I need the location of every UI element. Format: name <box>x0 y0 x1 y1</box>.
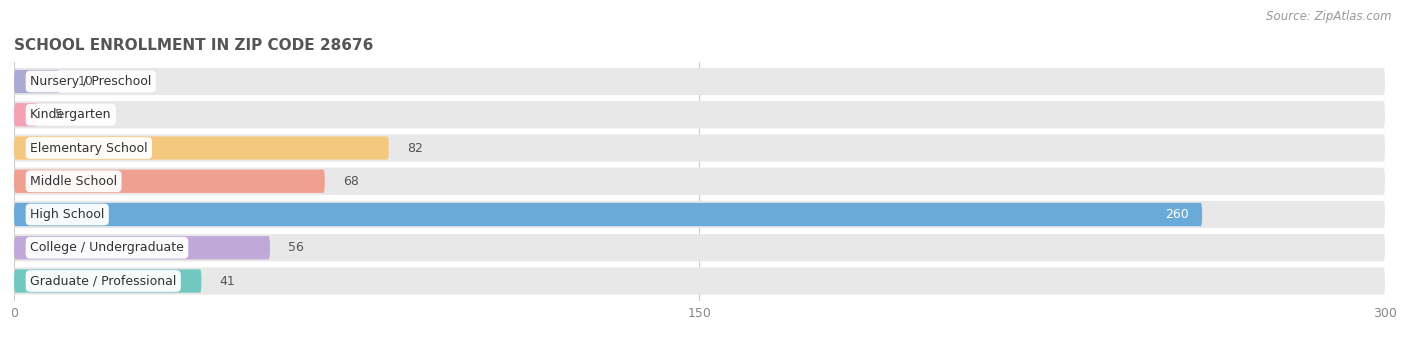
Text: Graduate / Professional: Graduate / Professional <box>30 275 176 288</box>
FancyBboxPatch shape <box>14 201 1385 228</box>
Text: Nursery / Preschool: Nursery / Preschool <box>30 75 152 88</box>
Text: Kindergarten: Kindergarten <box>30 108 111 121</box>
Text: 260: 260 <box>1164 208 1188 221</box>
Text: 68: 68 <box>343 175 359 188</box>
Text: 41: 41 <box>219 275 235 288</box>
Text: Source: ZipAtlas.com: Source: ZipAtlas.com <box>1267 10 1392 23</box>
FancyBboxPatch shape <box>14 168 1385 195</box>
Text: College / Undergraduate: College / Undergraduate <box>30 241 184 254</box>
FancyBboxPatch shape <box>14 68 1385 95</box>
Text: 5: 5 <box>55 108 63 121</box>
Text: High School: High School <box>30 208 104 221</box>
Text: Elementary School: Elementary School <box>30 142 148 155</box>
FancyBboxPatch shape <box>14 134 1385 162</box>
FancyBboxPatch shape <box>14 70 60 93</box>
Text: 56: 56 <box>288 241 304 254</box>
Text: SCHOOL ENROLLMENT IN ZIP CODE 28676: SCHOOL ENROLLMENT IN ZIP CODE 28676 <box>14 38 374 53</box>
FancyBboxPatch shape <box>14 234 1385 261</box>
FancyBboxPatch shape <box>14 136 389 160</box>
Text: 82: 82 <box>408 142 423 155</box>
FancyBboxPatch shape <box>14 101 1385 128</box>
FancyBboxPatch shape <box>14 170 325 193</box>
FancyBboxPatch shape <box>14 103 37 127</box>
FancyBboxPatch shape <box>14 203 1202 226</box>
FancyBboxPatch shape <box>14 236 270 259</box>
FancyBboxPatch shape <box>14 267 1385 295</box>
FancyBboxPatch shape <box>14 269 201 293</box>
Text: 10: 10 <box>79 75 94 88</box>
Text: Middle School: Middle School <box>30 175 117 188</box>
